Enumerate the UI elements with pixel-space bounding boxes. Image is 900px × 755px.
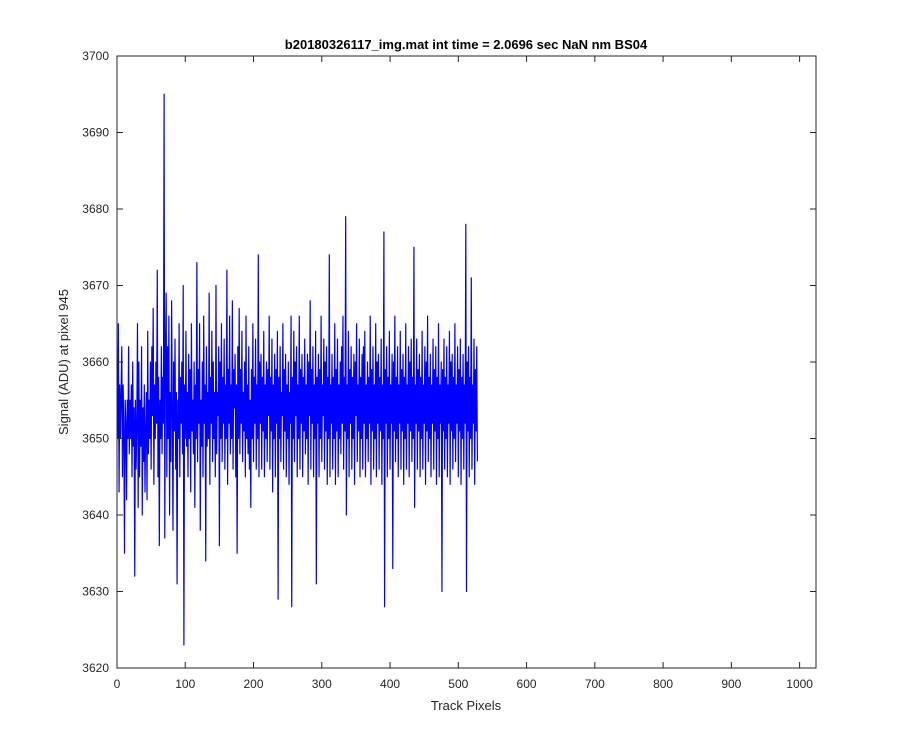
x-tick-label-10: 1000 [786, 677, 813, 691]
x-axis-label: Track Pixels [431, 698, 502, 713]
x-tick-label-2: 200 [244, 677, 264, 691]
x-tick-label-8: 800 [653, 677, 673, 691]
y-tick-label-4: 3660 [82, 355, 109, 369]
x-tick-label-0: 0 [114, 677, 121, 691]
x-tick-label-7: 700 [585, 677, 605, 691]
x-tick-label-9: 900 [721, 677, 741, 691]
y-tick-label-6: 3680 [82, 202, 109, 216]
x-tick-label-1: 100 [175, 677, 195, 691]
x-axis-ticks: 0 100 200 300 400 500 600 700 800 900 1000 [114, 56, 813, 691]
x-tick-label-5: 500 [448, 677, 468, 691]
series-layer [117, 93, 479, 646]
y-tick-label-0: 3620 [82, 661, 109, 675]
x-tick-label-3: 300 [312, 677, 332, 691]
y-tick-label-5: 3670 [82, 279, 109, 293]
x-tick-label-4: 400 [380, 677, 400, 691]
x-tick-label-6: 600 [517, 677, 537, 691]
y-axis-ticks: 3620 3630 3640 3650 3660 3670 3680 3690 3700 [82, 49, 816, 675]
y-tick-label-8: 3700 [82, 49, 109, 63]
y-axis-label: Signal (ADU) at pixel 945 [56, 289, 71, 435]
y-tick-label-1: 3630 [82, 585, 109, 599]
y-tick-label-2: 3640 [82, 508, 109, 522]
series-line-0 [117, 93, 479, 646]
y-tick-label-7: 3690 [82, 126, 109, 140]
chart-title: b20180326117_img.mat int time = 2.0696 s… [285, 37, 648, 52]
y-tick-label-3: 3650 [82, 432, 109, 446]
